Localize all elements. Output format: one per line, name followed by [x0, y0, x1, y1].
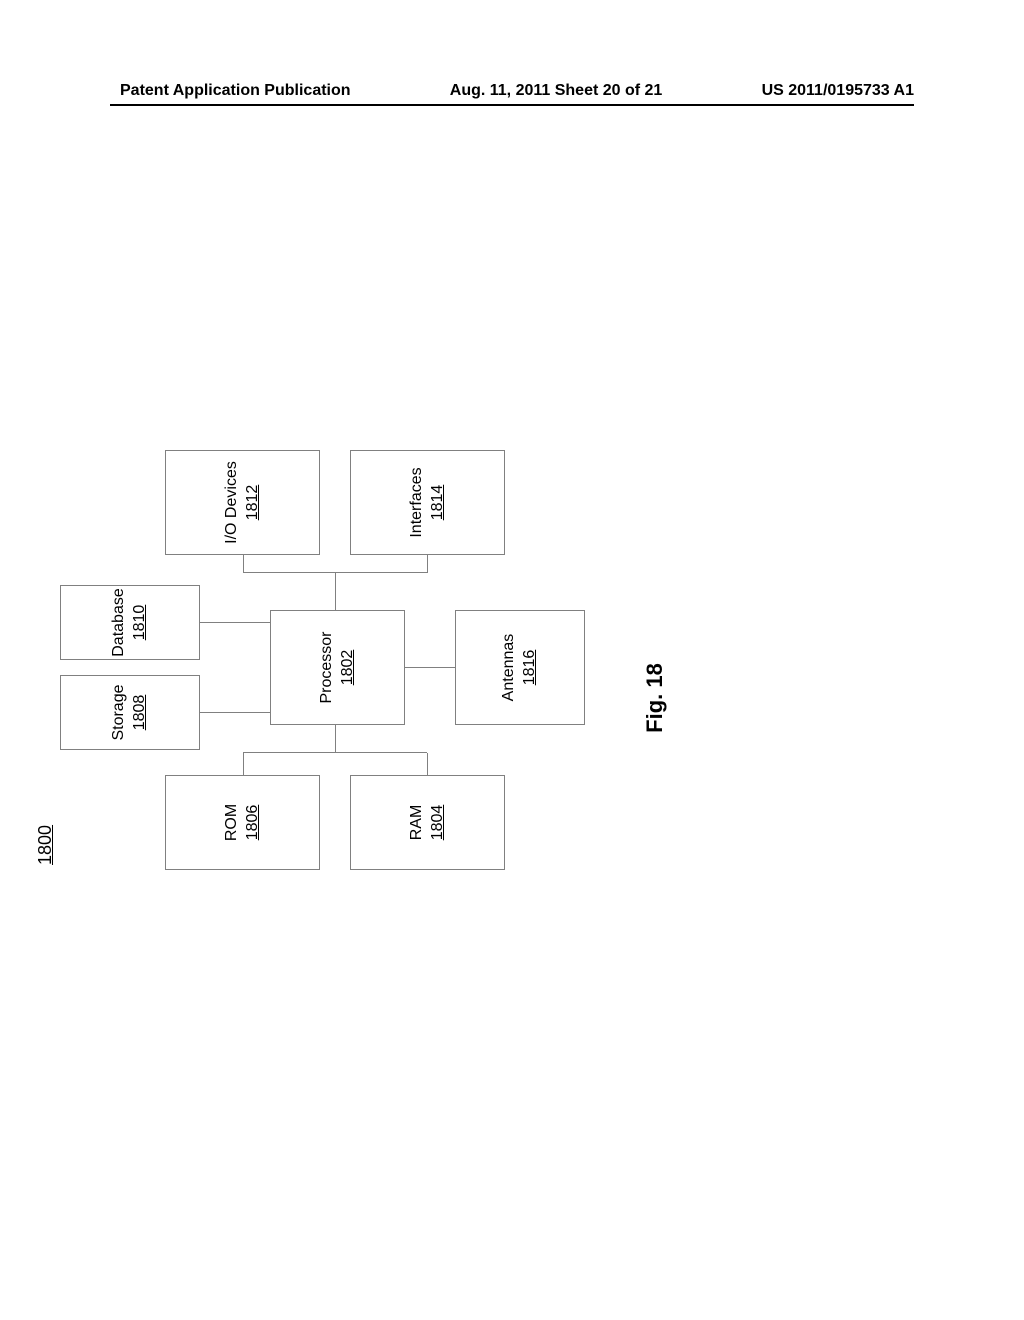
node-rom: ROM1806: [165, 775, 320, 870]
node-ram-label: RAM: [407, 805, 428, 841]
node-io: I/O Devices1812: [165, 450, 320, 555]
header-rule: [110, 104, 914, 106]
connector-10: [335, 573, 336, 610]
connector-3: [335, 725, 336, 753]
connector-9: [427, 555, 428, 573]
page: Patent Application Publication Aug. 11, …: [0, 0, 1024, 1320]
node-antennas-label: Antennas: [499, 634, 520, 702]
node-rom-number: 1806: [243, 805, 264, 841]
header-right: US 2011/0195733 A1: [762, 82, 914, 100]
node-processor-number: 1802: [338, 650, 359, 686]
node-interfaces: Interfaces1814: [350, 450, 505, 555]
connector-5: [200, 622, 270, 623]
header-left: Patent Application Publication: [120, 82, 351, 100]
header-center: Aug. 11, 2011 Sheet 20 of 21: [450, 82, 663, 100]
node-storage-number: 1808: [130, 695, 151, 731]
node-processor: Processor1802: [270, 610, 405, 725]
node-antennas: Antennas1816: [455, 610, 585, 725]
connector-6: [405, 667, 455, 668]
connector-4: [200, 712, 270, 713]
node-antennas-number: 1816: [520, 650, 541, 686]
node-ram: RAM1804: [350, 775, 505, 870]
node-rom-label: ROM: [222, 804, 243, 841]
system-label: 1800: [35, 825, 56, 865]
node-processor-label: Processor: [317, 631, 338, 703]
node-storage-label: Storage: [109, 684, 130, 740]
node-io-number: 1812: [243, 485, 264, 521]
figure-caption: Fig. 18: [642, 663, 668, 733]
node-database-label: Database: [109, 588, 130, 657]
connector-2: [427, 753, 428, 775]
block-diagram: 1800 ROM1806RAM1804Storage1808Database18…: [5, 435, 725, 885]
node-io-label: I/O Devices: [222, 461, 243, 544]
node-interfaces-label: Interfaces: [407, 467, 428, 537]
node-database-number: 1810: [130, 605, 151, 641]
connector-8: [243, 555, 244, 573]
node-storage: Storage1808: [60, 675, 200, 750]
node-database: Database1810: [60, 585, 200, 660]
node-ram-number: 1804: [428, 805, 449, 841]
page-header: Patent Application Publication Aug. 11, …: [0, 82, 1024, 100]
connector-1: [243, 753, 244, 775]
node-interfaces-number: 1814: [428, 485, 449, 521]
